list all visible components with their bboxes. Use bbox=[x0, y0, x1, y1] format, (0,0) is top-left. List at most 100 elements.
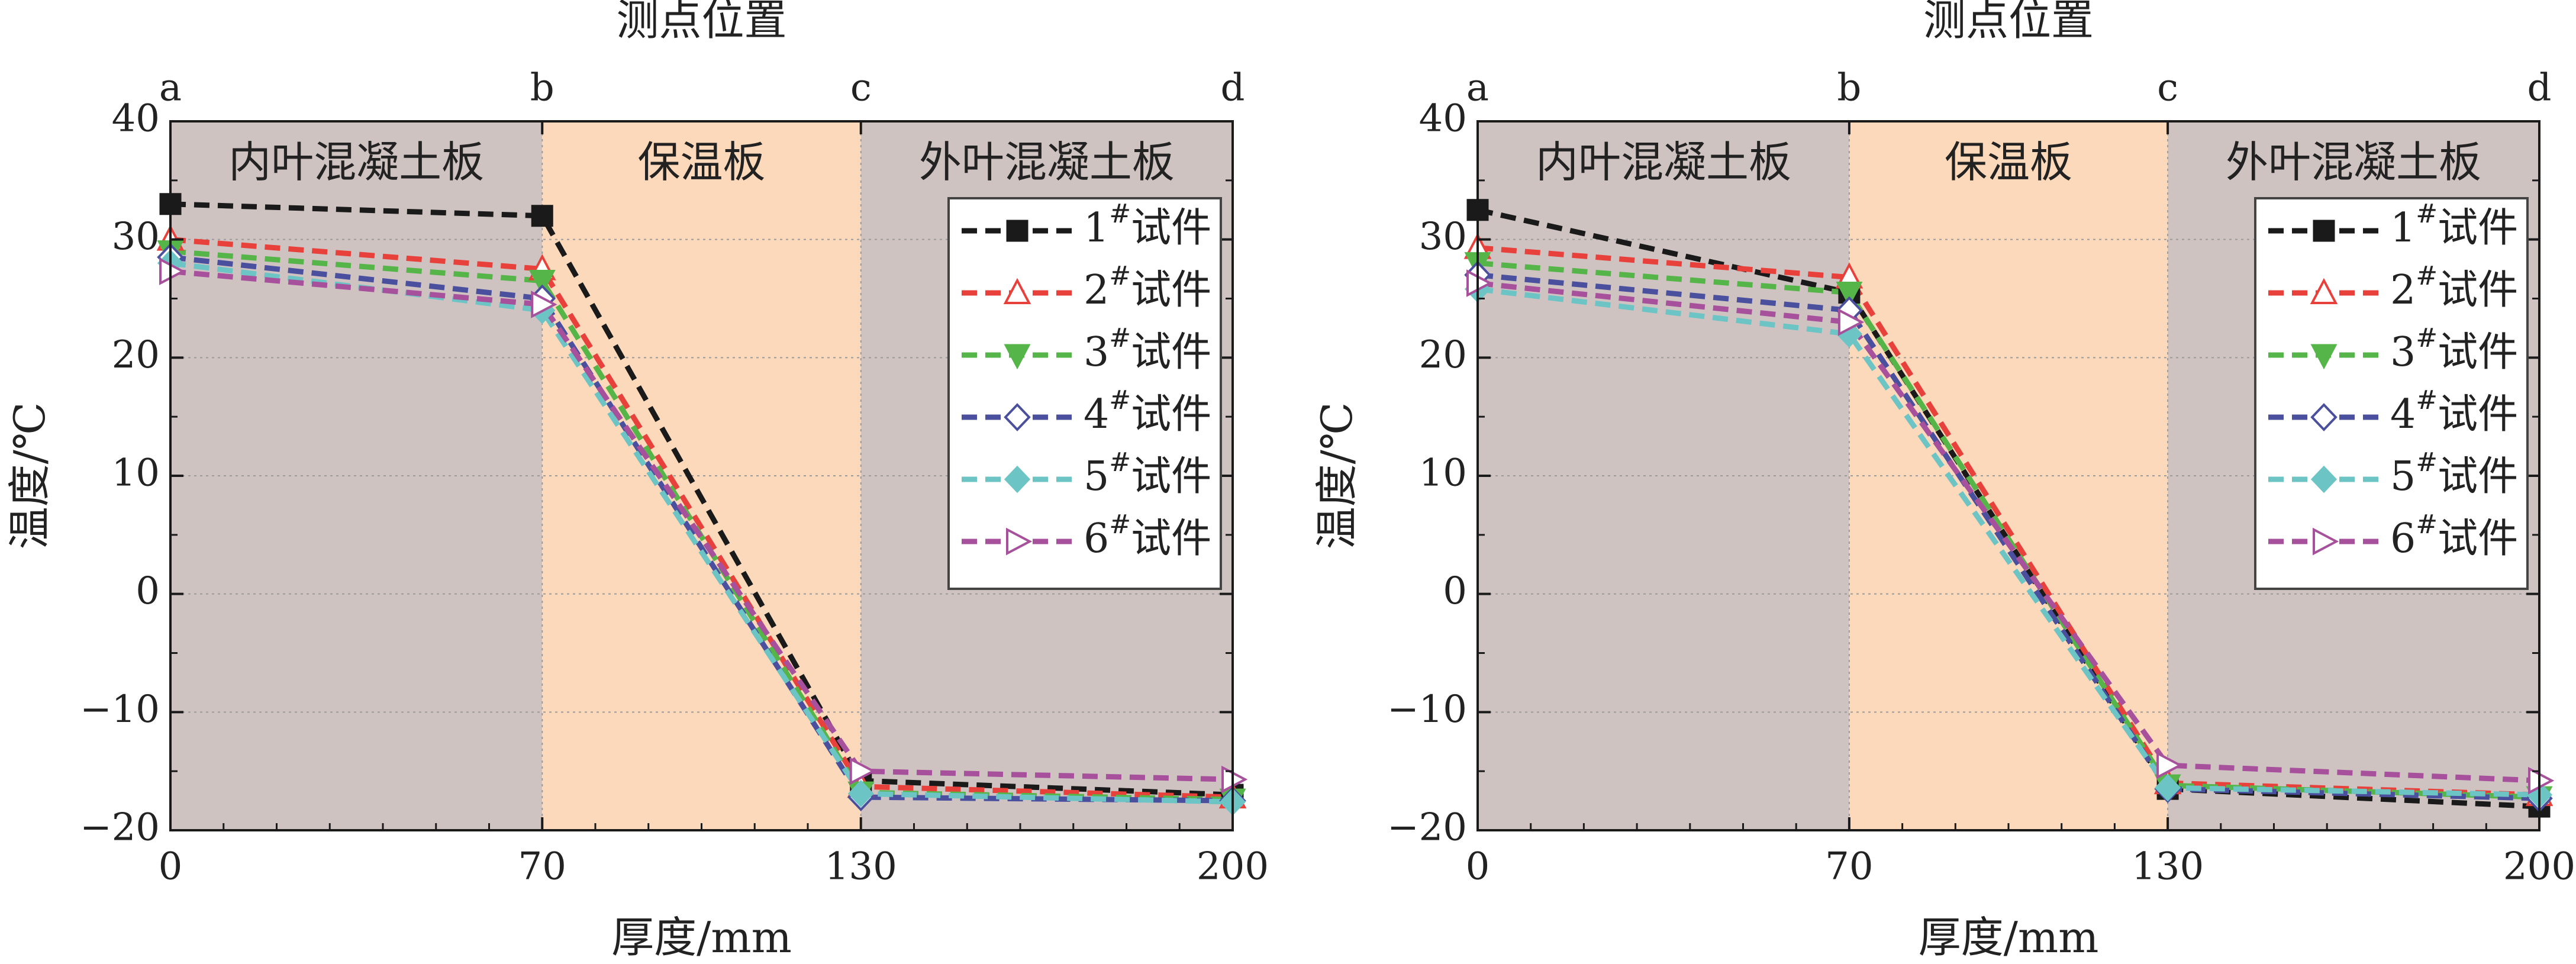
data-point-6 bbox=[849, 757, 876, 785]
y-tick-label: 30 bbox=[1419, 215, 1467, 259]
data-point-3 bbox=[528, 270, 556, 295]
legend-label-2: 2#试件 bbox=[2390, 261, 2518, 314]
legend-label-number: 6 bbox=[2390, 515, 2416, 562]
x-tick-label: 130 bbox=[2132, 845, 2204, 889]
top-axis-title: 测点位置 bbox=[616, 0, 786, 45]
x-tick-label: 200 bbox=[2503, 845, 2575, 889]
y-tick-label: 30 bbox=[112, 215, 160, 259]
y-tick-label: 0 bbox=[136, 569, 160, 613]
legend-marker-1 bbox=[2313, 220, 2335, 242]
legend-label-6: 6#试件 bbox=[2390, 510, 2518, 562]
top-tick-label: b bbox=[530, 66, 554, 110]
region-label: 内叶混凝土板 bbox=[228, 137, 484, 187]
legend-marker-2 bbox=[1003, 278, 1031, 304]
x-axis-title: 厚度/mm bbox=[611, 913, 792, 962]
chart-panel-left: 内叶混凝土板 保温板 外叶混凝土板 −20 −10 0 10 20 30 40 0 70 130 200 a… bbox=[5, 0, 1269, 962]
y-tick-label: 40 bbox=[112, 97, 160, 141]
legend-label-suffix: 试件 bbox=[1131, 515, 1211, 562]
top-tick-label: c bbox=[2157, 66, 2178, 110]
region-background bbox=[170, 121, 543, 830]
legend-marker-2 bbox=[2310, 278, 2338, 304]
legend-marker-5 bbox=[2310, 465, 2338, 494]
top-tick-label: d bbox=[1221, 66, 1245, 110]
region-label: 内叶混凝土板 bbox=[1536, 137, 1791, 187]
legend-label-number: 3 bbox=[1084, 329, 1109, 376]
y-tick-label: 10 bbox=[112, 452, 160, 495]
x-tick-label: 70 bbox=[518, 845, 566, 889]
top-tick-label: c bbox=[850, 66, 872, 110]
legend-marker-6 bbox=[1006, 527, 1033, 556]
top-tick-label: d bbox=[2527, 66, 2552, 110]
x-tick-label: 200 bbox=[1197, 845, 1269, 889]
y-tick-label: 40 bbox=[1419, 97, 1467, 141]
legend-label-suffix: 试件 bbox=[1131, 453, 1211, 500]
y-axis-title: 温度/℃ bbox=[1312, 402, 1362, 550]
legend-label-superscript: # bbox=[2416, 510, 2438, 540]
y-tick-label: 10 bbox=[1419, 452, 1467, 495]
data-point-3 bbox=[1836, 282, 1863, 307]
y-tick-label: 20 bbox=[112, 333, 160, 377]
y-tick-label: 0 bbox=[1443, 569, 1467, 613]
legend-label-superscript: # bbox=[2416, 447, 2438, 478]
legend-label-3: 3#试件 bbox=[2390, 323, 2518, 376]
legend-label-superscript: # bbox=[2416, 323, 2438, 353]
legend-label-5: 5#试件 bbox=[2390, 447, 2518, 500]
chart-panel-right: 内叶混凝土板 保温板 外叶混凝土板 −20 −10 0 10 20 30 40 0 70 130 200 a… bbox=[1312, 0, 2575, 962]
legend-label-number: 3 bbox=[2390, 329, 2416, 376]
legend-label-4: 4#试件 bbox=[1084, 385, 1211, 438]
legend-label-superscript: # bbox=[1109, 385, 1131, 415]
legend-label-number: 2 bbox=[1084, 267, 1109, 314]
legend-marker-3 bbox=[2310, 344, 2338, 370]
series-line-2 bbox=[1477, 245, 2540, 798]
x-tick-label: 70 bbox=[1825, 845, 1873, 889]
x-tick-label: 0 bbox=[1466, 845, 1490, 889]
legend-label-3: 3#试件 bbox=[1084, 323, 1211, 376]
top-axis-title: 测点位置 bbox=[1923, 0, 2094, 45]
legend-label-number: 5 bbox=[1084, 453, 1109, 500]
data-point-1 bbox=[531, 205, 553, 227]
legend-label-superscript: # bbox=[2416, 199, 2438, 229]
series-line-6 bbox=[170, 269, 1233, 782]
legend-label-number: 1 bbox=[1084, 205, 1109, 252]
legend-label-suffix: 试件 bbox=[1131, 267, 1211, 314]
legend-label-superscript: # bbox=[1109, 261, 1131, 291]
series-line-2 bbox=[170, 237, 1233, 800]
legend-label-suffix: 试件 bbox=[2438, 391, 2518, 438]
legend-label-suffix: 试件 bbox=[2438, 515, 2518, 562]
legend-label-superscript: # bbox=[1109, 199, 1131, 229]
series-line-1 bbox=[170, 201, 1233, 798]
region-label: 外叶混凝土板 bbox=[919, 137, 1175, 187]
legend-marker-4 bbox=[2310, 403, 2338, 431]
legend-label-suffix: 试件 bbox=[2438, 267, 2518, 314]
y-axis-title: 温度/℃ bbox=[5, 402, 54, 550]
data-point-5 bbox=[2155, 773, 2181, 802]
legend-label-number: 4 bbox=[1084, 391, 1109, 438]
legend-label-number: 1 bbox=[2390, 205, 2416, 252]
x-axis-title: 厚度/mm bbox=[1919, 913, 2099, 962]
legend-label-5: 5#试件 bbox=[1084, 447, 1211, 500]
legend: 1#试件2#试件3#试件4#试件5#试件6#试件 bbox=[2254, 197, 2529, 590]
region-label: 保温板 bbox=[637, 137, 765, 187]
legend-label-suffix: 试件 bbox=[2438, 205, 2518, 252]
legend-label-suffix: 试件 bbox=[2438, 329, 2518, 376]
x-tick-label: 0 bbox=[159, 845, 183, 889]
y-tick-label: −20 bbox=[80, 806, 160, 850]
legend-marker-6 bbox=[2313, 527, 2339, 556]
legend-label-suffix: 试件 bbox=[1131, 329, 1211, 376]
y-tick-label: −10 bbox=[1387, 688, 1467, 731]
series-line-5 bbox=[170, 260, 1233, 805]
y-tick-label: 20 bbox=[1419, 333, 1467, 377]
legend-label-number: 5 bbox=[2390, 453, 2416, 500]
legend-label-suffix: 试件 bbox=[1131, 391, 1211, 438]
region-label: 保温板 bbox=[1945, 137, 2072, 187]
data-point-6 bbox=[2156, 751, 2183, 779]
data-point-6 bbox=[1837, 308, 1865, 336]
legend-label-6: 6#试件 bbox=[1084, 510, 1211, 562]
top-tick-label: a bbox=[159, 66, 182, 110]
legend-label-2: 2#试件 bbox=[1084, 261, 1211, 314]
series-group bbox=[1463, 199, 2555, 818]
legend-label-superscript: # bbox=[1109, 510, 1131, 540]
legend-label-number: 4 bbox=[2390, 391, 2416, 438]
legend-label-suffix: 试件 bbox=[2438, 453, 2518, 500]
